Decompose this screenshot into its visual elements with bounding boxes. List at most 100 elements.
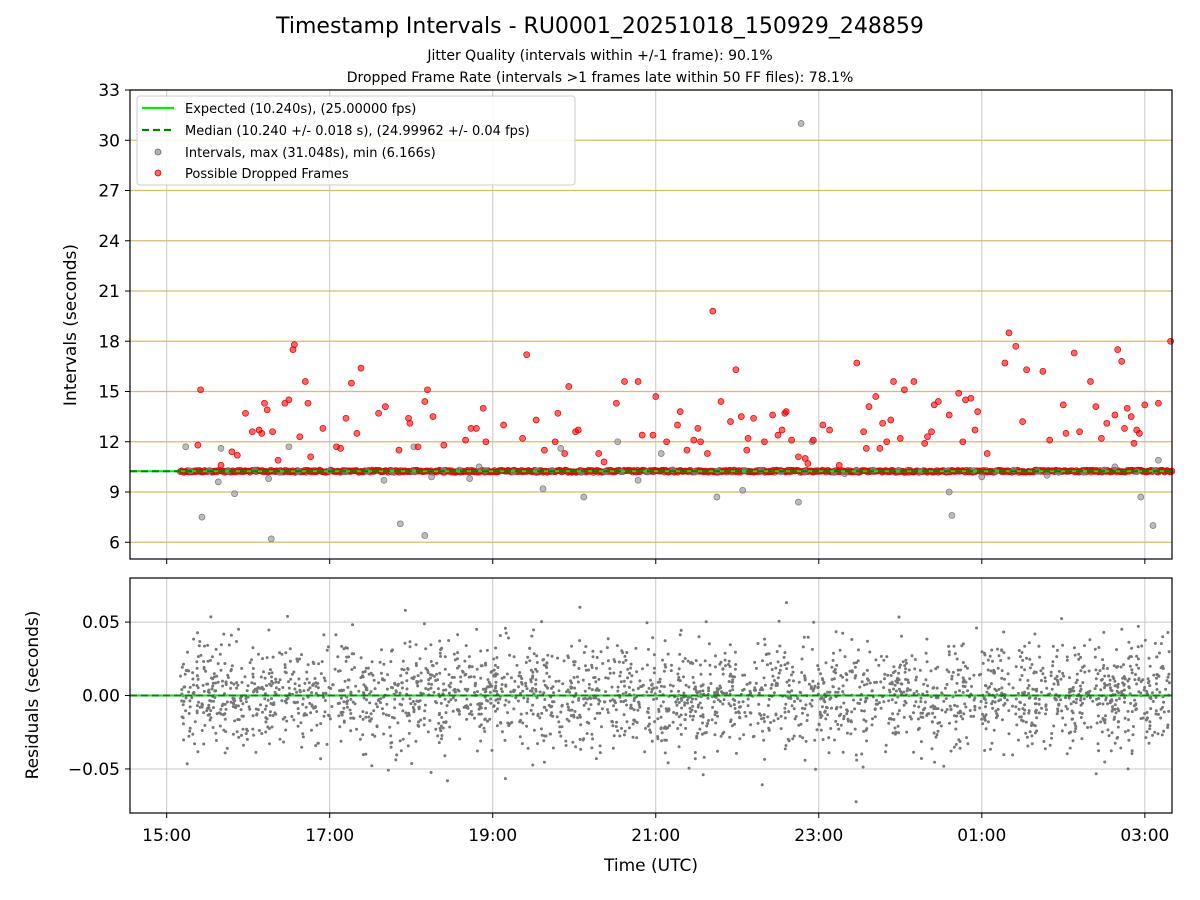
residual-point (626, 676, 630, 680)
residual-point (214, 731, 218, 735)
residual-point (340, 688, 344, 692)
dropped-frame-point (761, 438, 768, 446)
residual-point (1039, 690, 1043, 694)
residual-point (1041, 666, 1045, 670)
residual-point (1027, 684, 1031, 687)
residual-point (221, 679, 224, 683)
residual-point (873, 707, 877, 711)
dropped-frame-point (1136, 430, 1143, 437)
residual-point (369, 712, 373, 716)
residual-point (1143, 712, 1147, 716)
residual-point (405, 687, 409, 691)
residual-point (1077, 657, 1081, 661)
residual-point (380, 648, 384, 652)
residual-point (188, 705, 192, 709)
residual-point (701, 715, 705, 719)
residual-point (618, 734, 622, 738)
residual-point (1034, 710, 1037, 713)
residual-point (676, 697, 680, 701)
residual-point (905, 689, 909, 693)
residual-point (306, 663, 310, 667)
residual-point (708, 663, 712, 667)
residual-point (207, 703, 211, 707)
interval-point (428, 473, 435, 481)
dropped-frame-point (462, 436, 469, 444)
residual-point (961, 676, 965, 680)
residual-point (210, 655, 214, 659)
residual-point (448, 725, 452, 729)
residual-point (664, 665, 668, 669)
residual-point (868, 681, 872, 685)
residual-point (887, 721, 891, 725)
residual-point (230, 664, 234, 668)
residual-point (1153, 641, 1157, 645)
residual-point (968, 677, 972, 681)
interval-point (614, 438, 622, 446)
interval-point (198, 513, 206, 521)
residual-point (411, 700, 415, 703)
residual-point (411, 706, 415, 709)
residual-point (1108, 678, 1112, 682)
residual-point (730, 724, 734, 728)
residual-point (1114, 698, 1118, 702)
residual-point (966, 689, 970, 693)
residual-point (479, 664, 483, 668)
residual-point (731, 688, 735, 692)
residual-point (413, 702, 417, 706)
dropped-frame-point (258, 430, 266, 437)
residual-point (394, 758, 398, 762)
residual-point (945, 668, 949, 672)
residual-point (787, 710, 791, 714)
residual-point (944, 697, 948, 701)
residual-point (677, 676, 681, 679)
residual-point (214, 647, 218, 651)
residual-point (1123, 716, 1127, 720)
residual-point (766, 652, 770, 656)
dropped-frame-point (887, 416, 895, 424)
residual-point (479, 723, 483, 727)
residual-point (745, 682, 749, 686)
residual-point (1117, 691, 1121, 695)
residual-point (883, 677, 886, 681)
residual-point (514, 696, 518, 700)
residual-point (845, 731, 849, 735)
jitter-quality-subtitle: Jitter Quality (intervals within +/-1 fr… (427, 48, 773, 64)
residual-point (1007, 656, 1011, 660)
residual-point (456, 651, 460, 655)
residual-point (1025, 735, 1029, 739)
residual-point (579, 723, 583, 727)
residual-point (769, 686, 773, 690)
residual-point (210, 687, 214, 691)
residual-point (1136, 657, 1140, 661)
residual-point (507, 700, 511, 704)
residual-point (340, 713, 344, 717)
residual-point (338, 725, 342, 729)
residual-point (641, 667, 644, 671)
residual-point (737, 700, 741, 704)
residual-point (885, 655, 889, 659)
interval-point (214, 478, 222, 486)
residual-point (891, 731, 895, 735)
residual-point (631, 735, 635, 739)
residual-point (316, 682, 320, 685)
residual-point (1082, 697, 1086, 701)
residual-point (966, 742, 970, 746)
residual-point (416, 674, 420, 678)
residual-point (1162, 729, 1166, 733)
residual-point (374, 702, 378, 706)
residual-point (742, 733, 746, 737)
residual-point (233, 719, 237, 723)
residual-point (826, 713, 830, 717)
residual-point (936, 696, 940, 700)
residual-point (762, 720, 766, 724)
residual-point (1083, 670, 1087, 674)
residual-point (767, 697, 771, 701)
residual-point (1126, 679, 1130, 683)
residual-point (387, 714, 391, 717)
residual-point (913, 658, 917, 661)
chart-title: Timestamp Intervals - RU0001_20251018_15… (276, 14, 924, 39)
residual-point (361, 717, 365, 721)
residual-point (191, 671, 195, 675)
residual-point (590, 732, 594, 736)
residual-point (1050, 736, 1054, 740)
